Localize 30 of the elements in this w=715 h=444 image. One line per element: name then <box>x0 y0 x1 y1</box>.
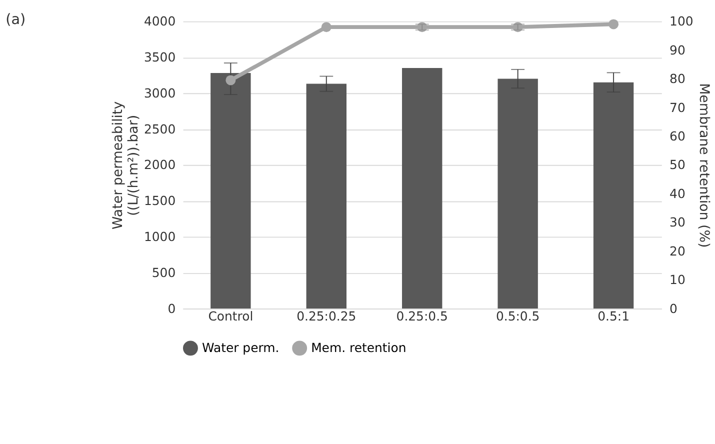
x-tick-label: 0.25:0.25 <box>296 308 356 324</box>
legend-label: Water perm. <box>202 340 280 356</box>
y-tick-label: 3000 <box>144 85 176 100</box>
y-axis-title: Water permeability ((L/(h.m²)).bar) <box>110 101 142 230</box>
text: (a) <box>6 12 26 28</box>
y-tick-label: 0 <box>168 300 176 316</box>
y-tick-label: 2500 <box>144 121 176 136</box>
y2-tick-label: 10 <box>670 272 686 288</box>
y2-tick-label: 70 <box>670 100 686 115</box>
y-tick-label: 2000 <box>144 157 176 172</box>
y-tick-label: 1500 <box>144 193 176 208</box>
y2-tick-label: 100 <box>670 14 694 29</box>
x-tick-label: 0.5:1 <box>598 308 630 324</box>
x-tick-label: 0.25:0.5 <box>396 308 448 324</box>
y2-tick-label: 90 <box>670 42 686 58</box>
x-tick-label: 0.5:0.5 <box>496 308 540 324</box>
y-tick-label: 1000 <box>144 229 176 244</box>
y2-tick-label: 20 <box>670 243 686 258</box>
y2-tick-label: 30 <box>670 214 686 230</box>
y2-axis-title: Membrane retention (%) <box>696 83 711 248</box>
y-tick-label: 4000 <box>144 14 176 29</box>
legend-label: Mem. retention <box>311 340 406 356</box>
x-tick-label: Control <box>208 308 254 324</box>
y-tick-label: 500 <box>152 264 176 280</box>
y2-tick-label: 60 <box>670 128 686 144</box>
y2-tick-label: 80 <box>670 71 686 86</box>
y2-tick-label: 40 <box>670 186 686 201</box>
y-tick-label: 3500 <box>144 50 176 65</box>
y2-tick-label: 0 <box>670 300 678 316</box>
y2-tick-label: 50 <box>670 157 686 172</box>
